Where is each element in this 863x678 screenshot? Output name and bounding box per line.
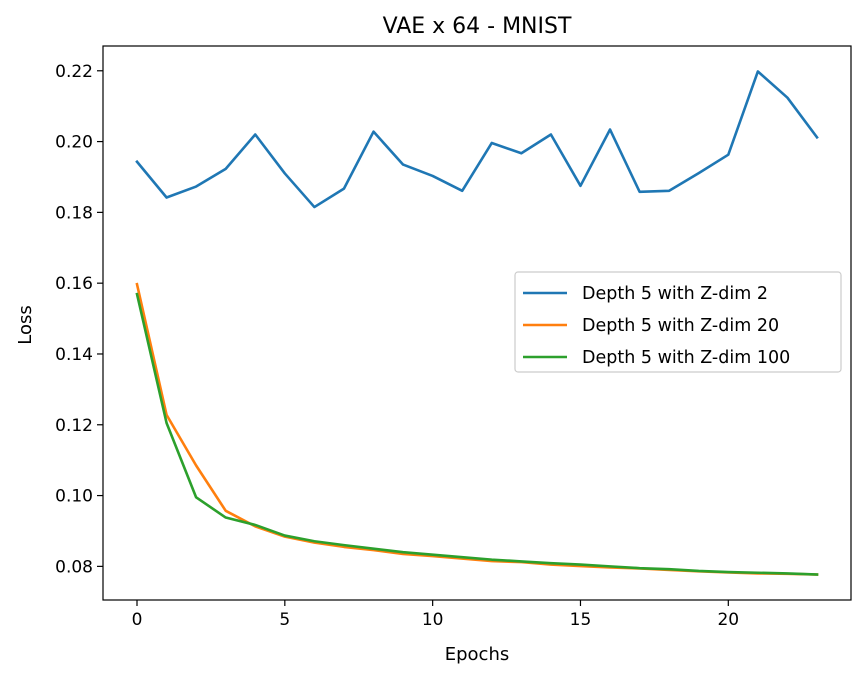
y-axis: 0.08 0.10 0.12 0.14 0.16 0.18 0.20 0.22 <box>55 62 103 577</box>
x-axis-label: Epochs <box>445 644 510 665</box>
x-axis: 0 5 10 15 20 <box>132 600 739 630</box>
y-tick-label: 0.10 <box>55 487 93 507</box>
x-tick-label: 5 <box>279 610 290 630</box>
x-tick-label: 15 <box>570 610 592 630</box>
series-line-1 <box>135 70 819 209</box>
chart-title: VAE x 64 - MNIST <box>383 14 572 39</box>
y-tick-label: 0.18 <box>55 203 93 223</box>
y-tick-label: 0.12 <box>55 416 93 436</box>
y-tick-label: 0.08 <box>55 557 93 577</box>
plot-frame <box>102 45 852 601</box>
y-axis-label: Loss <box>15 305 36 344</box>
y-tick-label: 0.20 <box>55 133 93 153</box>
y-tick-label: 0.14 <box>55 345 93 365</box>
series-layer <box>135 70 819 576</box>
legend-entry-label: Depth 5 with Z-dim 2 <box>582 284 768 304</box>
legend: Depth 5 with Z-dim 2 Depth 5 with Z-dim 2… <box>514 271 842 373</box>
series-line-3 <box>135 292 819 576</box>
legend-entry-label: Depth 5 with Z-dim 20 <box>582 316 779 336</box>
legend-entry-label: Depth 5 with Z-dim 100 <box>582 348 790 368</box>
x-tick-label: 0 <box>132 610 143 630</box>
y-tick-label: 0.16 <box>55 274 93 294</box>
legend-box <box>514 271 842 373</box>
x-tick-label: 20 <box>717 610 739 630</box>
x-tick-label: 10 <box>422 610 444 630</box>
y-tick-label: 0.22 <box>55 62 93 82</box>
